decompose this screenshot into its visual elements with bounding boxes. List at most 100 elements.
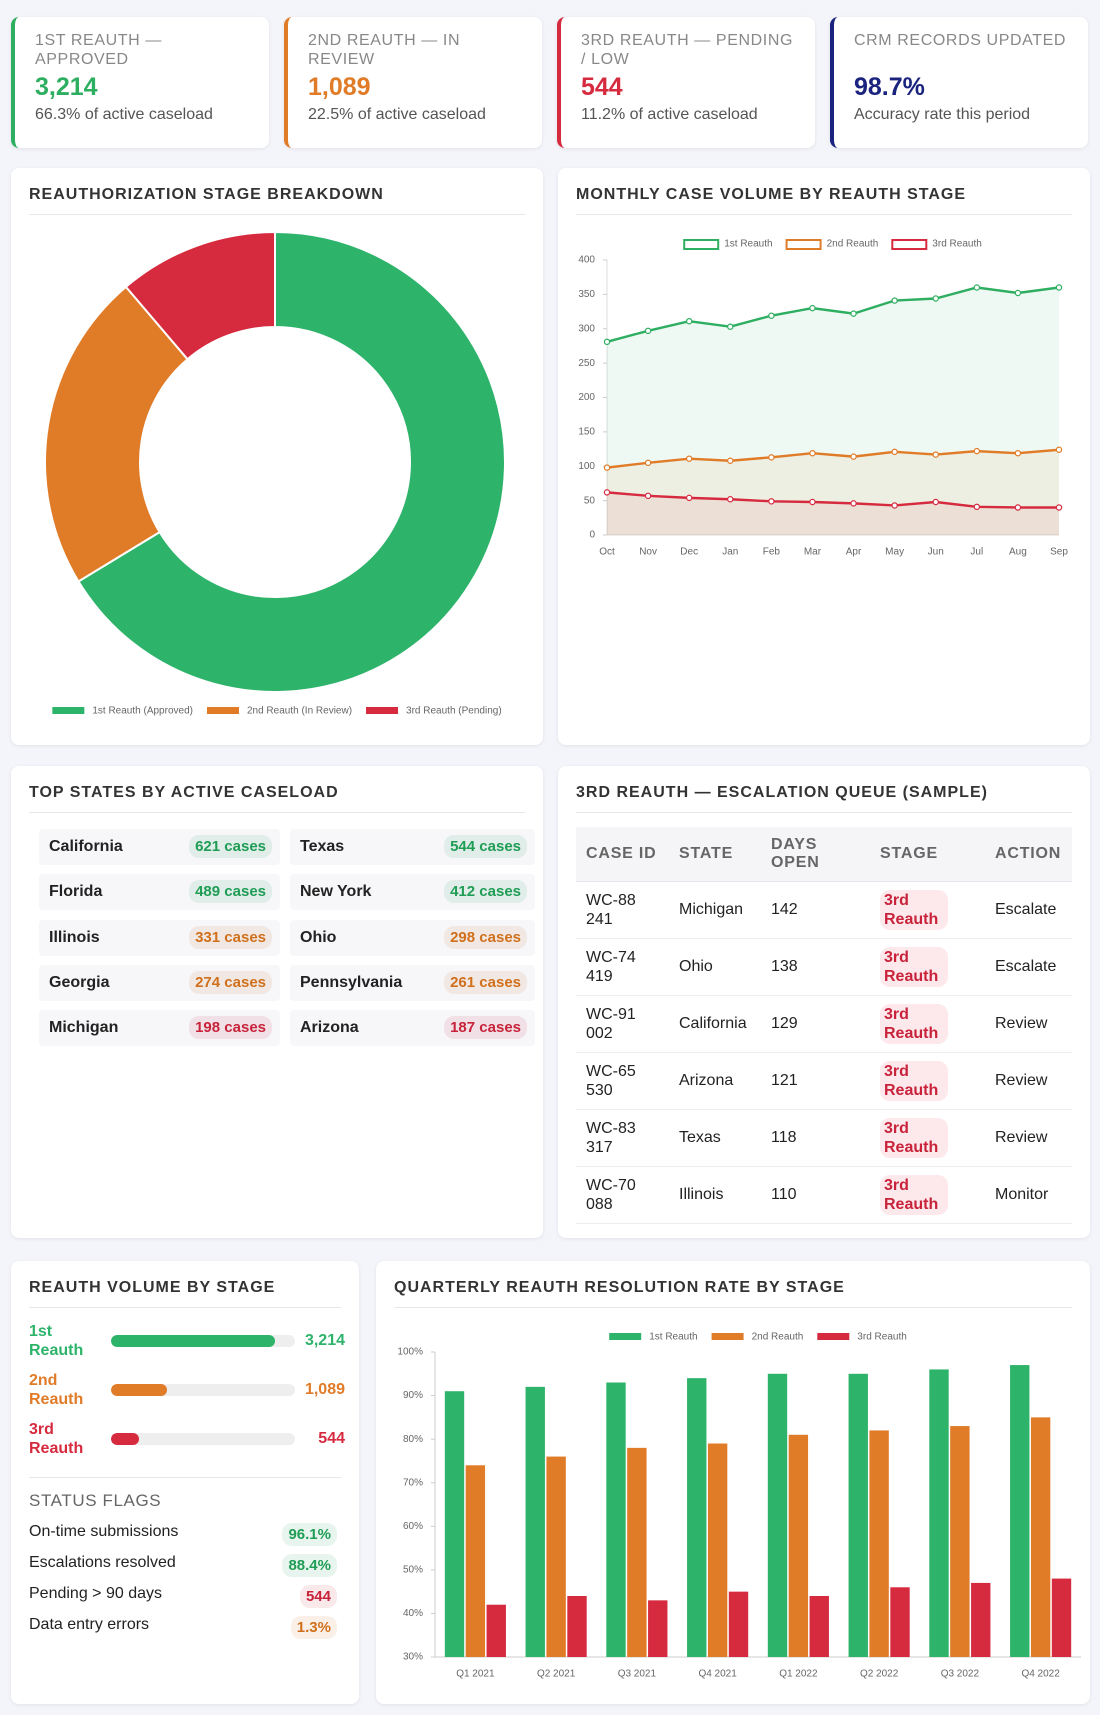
- queue-table: CASE ID STATE DAYS OPEN STAGE ACTION WC-88241…: [576, 827, 1072, 1224]
- state-item: California 621 cases: [39, 829, 280, 865]
- state-item: Texas 544 cases: [290, 829, 535, 865]
- bar: [111, 1433, 139, 1445]
- column-header: STAGE: [870, 827, 985, 882]
- kpi-value: 98.7%: [854, 73, 925, 101]
- table-cell: Illinois: [669, 1166, 761, 1224]
- bar-panel: QUARTERLY REAUTH RESOLUTION RATE BY STAG…: [376, 1261, 1090, 1704]
- line: [606, 491, 1059, 509]
- state-cases: 331 cases: [189, 925, 272, 949]
- donut-chart: 1st Reauth (Approved) 2nd Reauth (In Revi…: [44, 230, 506, 717]
- legend-label: 2nd Reauth: [752, 1332, 804, 1343]
- legend-swatch: [366, 707, 399, 714]
- legend-label: 1st Reauth (Approved): [92, 706, 193, 717]
- line: [606, 286, 1060, 343]
- x-tick-label: Dec: [680, 547, 698, 558]
- stage-label: 1st Reauth: [29, 1323, 84, 1359]
- point: [685, 494, 693, 502]
- bar: [465, 1465, 486, 1657]
- point: [1055, 446, 1063, 453]
- bar: [1030, 1417, 1051, 1657]
- x-tick-label: Sep: [1050, 547, 1068, 558]
- table-cell: Monitor: [985, 1166, 1072, 1224]
- y-tick-label: 60%: [403, 1521, 423, 1532]
- legend-swatch: [785, 239, 822, 250]
- legend: 1st Reauth 2nd Reauth 3rd Reauth: [683, 239, 982, 250]
- table-cell: Escalate: [985, 938, 1072, 996]
- state-name: Michigan: [49, 1019, 119, 1037]
- kpi-note: Accuracy rate this period: [854, 106, 1031, 123]
- y-tick-label: 90%: [403, 1390, 423, 1401]
- bar-track: [111, 1335, 295, 1347]
- table-cell: WC-83317: [576, 1109, 669, 1167]
- kpi-card: 3RD REAUTH — PENDING / LOW 544 11.2% of ac…: [557, 17, 815, 148]
- y-tick-label: 250: [578, 358, 595, 369]
- kpi-value: 1,089: [308, 73, 371, 101]
- point: [932, 498, 939, 506]
- point: [809, 304, 816, 312]
- table-cell: 3rd Reauth: [870, 1166, 985, 1224]
- y-tick-label: 100: [578, 461, 595, 472]
- legend-label: 3rd Reauth (Pending): [406, 706, 502, 717]
- point: [727, 496, 734, 503]
- table-cell: Escalate: [985, 881, 1072, 939]
- x-tick-label: Q1 2021: [456, 1669, 495, 1680]
- bar: [648, 1600, 668, 1657]
- bar: [546, 1456, 566, 1657]
- table-cell: 3rd Reauth: [870, 881, 985, 939]
- table-row: WC-74419 Ohio 138 3rd Reauth Escalate: [576, 938, 1072, 996]
- point: [685, 455, 693, 462]
- flag-label: Escalations resolved: [29, 1554, 176, 1571]
- state-name: Illinois: [49, 928, 100, 946]
- bar: [950, 1426, 970, 1657]
- kpi-label: 3RD REAUTH — PENDING / LOW: [581, 32, 794, 68]
- area: [607, 287, 1059, 535]
- point: [850, 500, 857, 507]
- bar-value: 544: [318, 1430, 345, 1447]
- state-item: Ohio 298 cases: [290, 919, 535, 956]
- flag-value: 96.1%: [282, 1523, 337, 1546]
- state-item: Illinois 331 cases: [39, 919, 280, 956]
- table-cell: Review: [985, 1052, 1072, 1110]
- kpi-card: 1ST REAUTH — APPROVED 3,214 66.3% of activ…: [11, 17, 269, 148]
- bar: [1051, 1578, 1072, 1657]
- kpi-label: 1ST REAUTH — APPROVED: [35, 32, 162, 68]
- bar: [929, 1369, 949, 1657]
- state-cases: 298 cases: [444, 925, 527, 949]
- state-cases: 274 cases: [189, 970, 272, 994]
- legend-swatch: [52, 707, 85, 714]
- column-header: STATE: [669, 827, 761, 882]
- table-cell: 142: [761, 881, 870, 939]
- panel-title: REAUTHORIZATION STAGE BREAKDOWN: [29, 168, 525, 215]
- state-name: Florida: [49, 883, 103, 901]
- x-tick-label: Q3 2021: [618, 1669, 657, 1680]
- panel-title: MONTHLY CASE VOLUME BY REAUTH STAGE: [576, 168, 1072, 215]
- flag-label: Data entry errors: [29, 1616, 150, 1633]
- x-tick-label: Jul: [970, 547, 983, 558]
- x-tick-label: Jun: [928, 547, 944, 558]
- point: [932, 295, 939, 302]
- column-header: ACTION: [985, 827, 1072, 882]
- point: [644, 327, 652, 335]
- point: [1055, 284, 1063, 291]
- case-id: WC-65530: [586, 1062, 636, 1099]
- kpi-value: 544: [581, 73, 623, 101]
- bar: [788, 1434, 809, 1657]
- table-row: WC-91002 California 129 3rd Reauth Review: [576, 995, 1072, 1053]
- x-tick-label: Q4 2022: [1021, 1669, 1060, 1680]
- bar: [809, 1596, 829, 1657]
- panel-title: TOP STATES BY ACTIVE CASELOAD: [29, 766, 525, 813]
- table-cell: WC-74419: [576, 938, 669, 996]
- state-name: New York: [300, 883, 372, 901]
- stage-badge: 3rd Reauth: [880, 1117, 948, 1158]
- state-name: Pennsylvania: [300, 973, 403, 991]
- point: [685, 317, 693, 325]
- table-body: WC-88241 Michigan 142 3rd Reauth Escalate WC-…: [576, 881, 1072, 1224]
- legend: 1st Reauth 2nd Reauth 3rd Reauth: [609, 1332, 907, 1343]
- case-id: WC-88241: [586, 891, 636, 928]
- x-tick-label: Q4 2021: [698, 1669, 737, 1680]
- point: [891, 448, 898, 456]
- point: [768, 454, 775, 461]
- bar: [567, 1596, 587, 1657]
- y-tick-label: 70%: [403, 1477, 423, 1488]
- bar: [767, 1373, 788, 1657]
